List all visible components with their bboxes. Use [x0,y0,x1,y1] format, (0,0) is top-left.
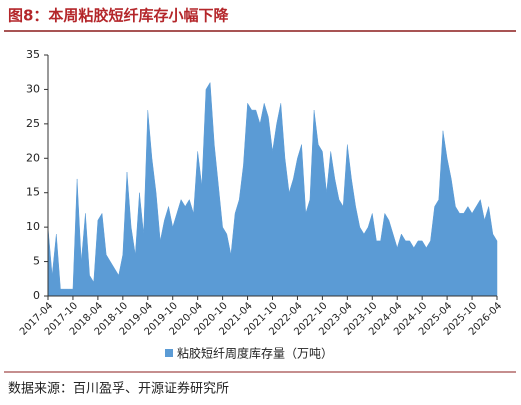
y-tick-label: 5 [33,255,40,268]
y-tick-label: 15 [26,186,40,199]
legend-swatch [165,349,173,357]
y-tick-label: 30 [26,82,40,95]
y-tick-label: 20 [26,151,40,164]
y-tick-label: 25 [26,117,40,130]
chart-title: 图8：本周粘胶短纤库存小幅下降 [8,7,229,25]
y-tick-label: 10 [26,220,40,233]
source-note: 数据来源：百川盈孚、开源证券研究所 [8,381,229,397]
y-tick-label: 0 [33,289,40,302]
y-tick-label: 35 [26,48,40,61]
legend-label: 粘胶短纤周度库存量（万吨） [177,346,333,361]
area [47,81,498,297]
